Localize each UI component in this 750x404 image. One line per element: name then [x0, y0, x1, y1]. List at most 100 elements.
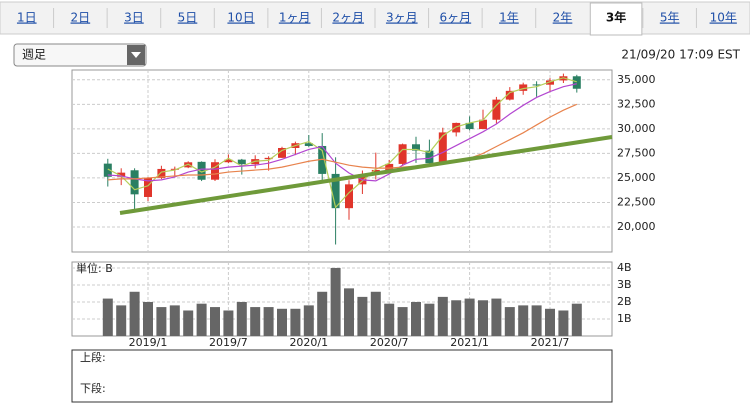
period-dropdown[interactable] [13, 43, 147, 67]
tab[interactable]: 10年 [710, 11, 737, 25]
x-tick-label: 2020/1 [289, 336, 328, 349]
volume-bar [250, 307, 261, 336]
volume-bar [545, 308, 555, 336]
legend-label: 上段: [80, 350, 106, 364]
tab[interactable]: 3日 [124, 11, 144, 25]
volume-bar [344, 288, 354, 336]
y-tick-label: 30,000 [617, 122, 656, 135]
y-tick-label: 3B [617, 278, 632, 291]
candle-body [211, 162, 219, 180]
unit-label: 単位: B [76, 261, 113, 275]
candle-body [278, 147, 286, 158]
x-tick-label: 2020/7 [370, 336, 409, 349]
volume-bar [156, 307, 167, 336]
candle-body [264, 157, 273, 160]
volume-bar [317, 291, 328, 336]
volume-bar [571, 303, 582, 336]
volume-bar [169, 305, 180, 336]
volume-bar [277, 308, 287, 336]
tab[interactable]: 6ヶ月 [440, 11, 472, 25]
volume-bar [330, 267, 341, 336]
volume-bar [183, 310, 194, 336]
tab[interactable]: 5日 [178, 11, 198, 25]
volume-bar [357, 296, 368, 336]
volume-bar [196, 303, 207, 336]
candle-body [331, 173, 340, 209]
candle-body [103, 163, 112, 177]
volume-bar [464, 298, 475, 336]
volume-bar [290, 308, 301, 336]
candle-body [505, 90, 514, 100]
candle-body [572, 76, 581, 89]
candle-body [438, 132, 447, 164]
timestamp: 21/09/20 17:09 EST [621, 48, 740, 62]
legend-label: 下段: [80, 381, 106, 395]
y-tick-label: 22,500 [617, 195, 656, 208]
candle-body [237, 159, 246, 165]
y-tick-label: 20,000 [617, 220, 656, 233]
candle-body [144, 177, 152, 197]
candle-body [385, 163, 394, 170]
dropdown-arrow [131, 52, 141, 58]
tab-active [589, 2, 643, 36]
volume-bar [236, 301, 247, 336]
ma-line [107, 77, 577, 209]
candle-body [492, 99, 501, 120]
volume-bar [531, 305, 542, 336]
legend-box [71, 349, 613, 403]
candle-body [479, 119, 487, 130]
candle-body [117, 172, 126, 177]
ma-line [107, 103, 578, 181]
candle-body [519, 84, 528, 91]
x-tick-label: 2019/1 [129, 336, 168, 349]
period-select: 週足 [22, 48, 46, 62]
volume-bar [424, 303, 435, 336]
volume-bar [303, 305, 314, 336]
tab[interactable]: 1年 [499, 11, 519, 25]
tab[interactable]: 2ヶ月 [332, 11, 364, 25]
tab[interactable]: 1日 [17, 11, 37, 25]
volume-bar [504, 307, 515, 336]
candle-body [465, 122, 474, 130]
candle-body [398, 144, 407, 164]
volume-bar [116, 305, 127, 336]
candle-body [532, 84, 541, 86]
tab[interactable]: 1ヶ月 [279, 11, 311, 25]
y-tick-label: 35,000 [617, 73, 656, 86]
volume-bar [411, 301, 421, 336]
candle-body [304, 143, 313, 146]
volume-bar [143, 301, 153, 336]
y-tick-label: 32,500 [617, 97, 656, 110]
candle-body [318, 145, 327, 174]
tab[interactable]: 2日 [71, 11, 91, 25]
candle-body [157, 168, 166, 178]
volume-bar [451, 300, 462, 336]
x-tick-label: 2021/7 [531, 336, 570, 349]
volume-bar [478, 300, 488, 336]
volume-bar [491, 298, 502, 336]
y-tick-label: 2B [617, 295, 632, 308]
tab[interactable]: 2年 [553, 11, 573, 25]
candle-body [425, 150, 434, 164]
candle-body [546, 80, 554, 85]
volume-bar [558, 310, 569, 336]
tab[interactable]: 5年 [660, 11, 680, 25]
x-tick-label: 2019/7 [209, 336, 248, 349]
y-tick-label: 1B [617, 312, 632, 325]
volume-bar [384, 303, 395, 336]
volume-bar [370, 291, 381, 336]
tab[interactable]: 3ヶ月 [386, 11, 418, 25]
tab[interactable]: 10日 [227, 11, 254, 25]
tab-group: 1日 2日 3日 5日 10日 1ヶ月 2ヶ月 3ヶ月 6ヶ月 1年 2年 3年 5年 10年 [17, 2, 737, 36]
volume-bar [102, 298, 113, 336]
volume-bar [263, 307, 274, 336]
candle-body [130, 170, 139, 195]
tab[interactable]: 3年 [606, 10, 626, 25]
candle-body [452, 122, 461, 133]
volume-bar [223, 310, 234, 336]
ma-line [107, 83, 577, 182]
candle-body [345, 184, 353, 209]
volume-bar [210, 307, 220, 336]
candle-body [224, 159, 233, 163]
